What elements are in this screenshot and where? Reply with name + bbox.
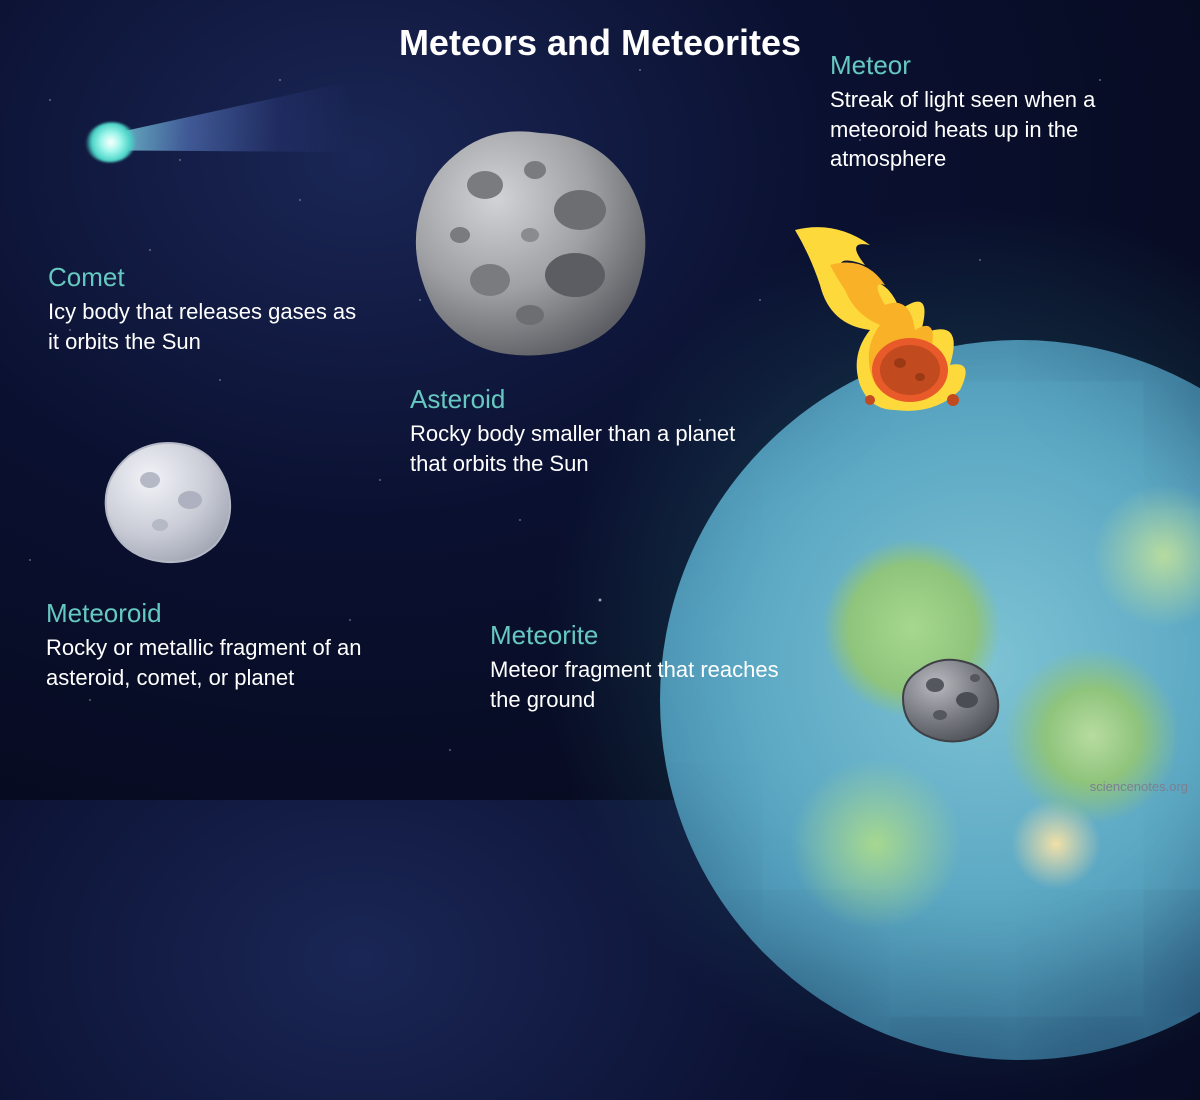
meteor-icon <box>775 215 1015 425</box>
term-meteoroid: Meteoroid <box>46 598 376 629</box>
term-meteor: Meteor <box>830 50 1170 81</box>
asteroid-icon <box>400 115 660 365</box>
term-asteroid: Asteroid <box>410 384 740 415</box>
desc-comet: Icy body that releases gases as it orbit… <box>48 297 368 356</box>
page-title: Meteors and Meteorites <box>399 22 801 64</box>
meteoroid-icon <box>95 430 240 570</box>
meteorite-icon <box>895 650 1005 745</box>
label-meteor: Meteor Streak of light seen when a meteo… <box>830 50 1170 174</box>
term-comet: Comet <box>48 262 368 293</box>
desc-meteor: Streak of light seen when a meteoroid he… <box>830 85 1170 174</box>
label-asteroid: Asteroid Rocky body smaller than a plane… <box>410 384 740 478</box>
attribution-text: sciencenotes.org <box>1090 779 1188 794</box>
label-meteorite: Meteorite Meteor fragment that reaches t… <box>490 620 790 714</box>
desc-meteoroid: Rocky or metallic fragment of an asteroi… <box>46 633 376 692</box>
desc-meteorite: Meteor fragment that reaches the ground <box>490 655 790 714</box>
term-meteorite: Meteorite <box>490 620 790 651</box>
label-comet: Comet Icy body that releases gases as it… <box>48 262 368 356</box>
label-meteoroid: Meteoroid Rocky or metallic fragment of … <box>46 598 376 692</box>
desc-asteroid: Rocky body smaller than a planet that or… <box>410 419 740 478</box>
